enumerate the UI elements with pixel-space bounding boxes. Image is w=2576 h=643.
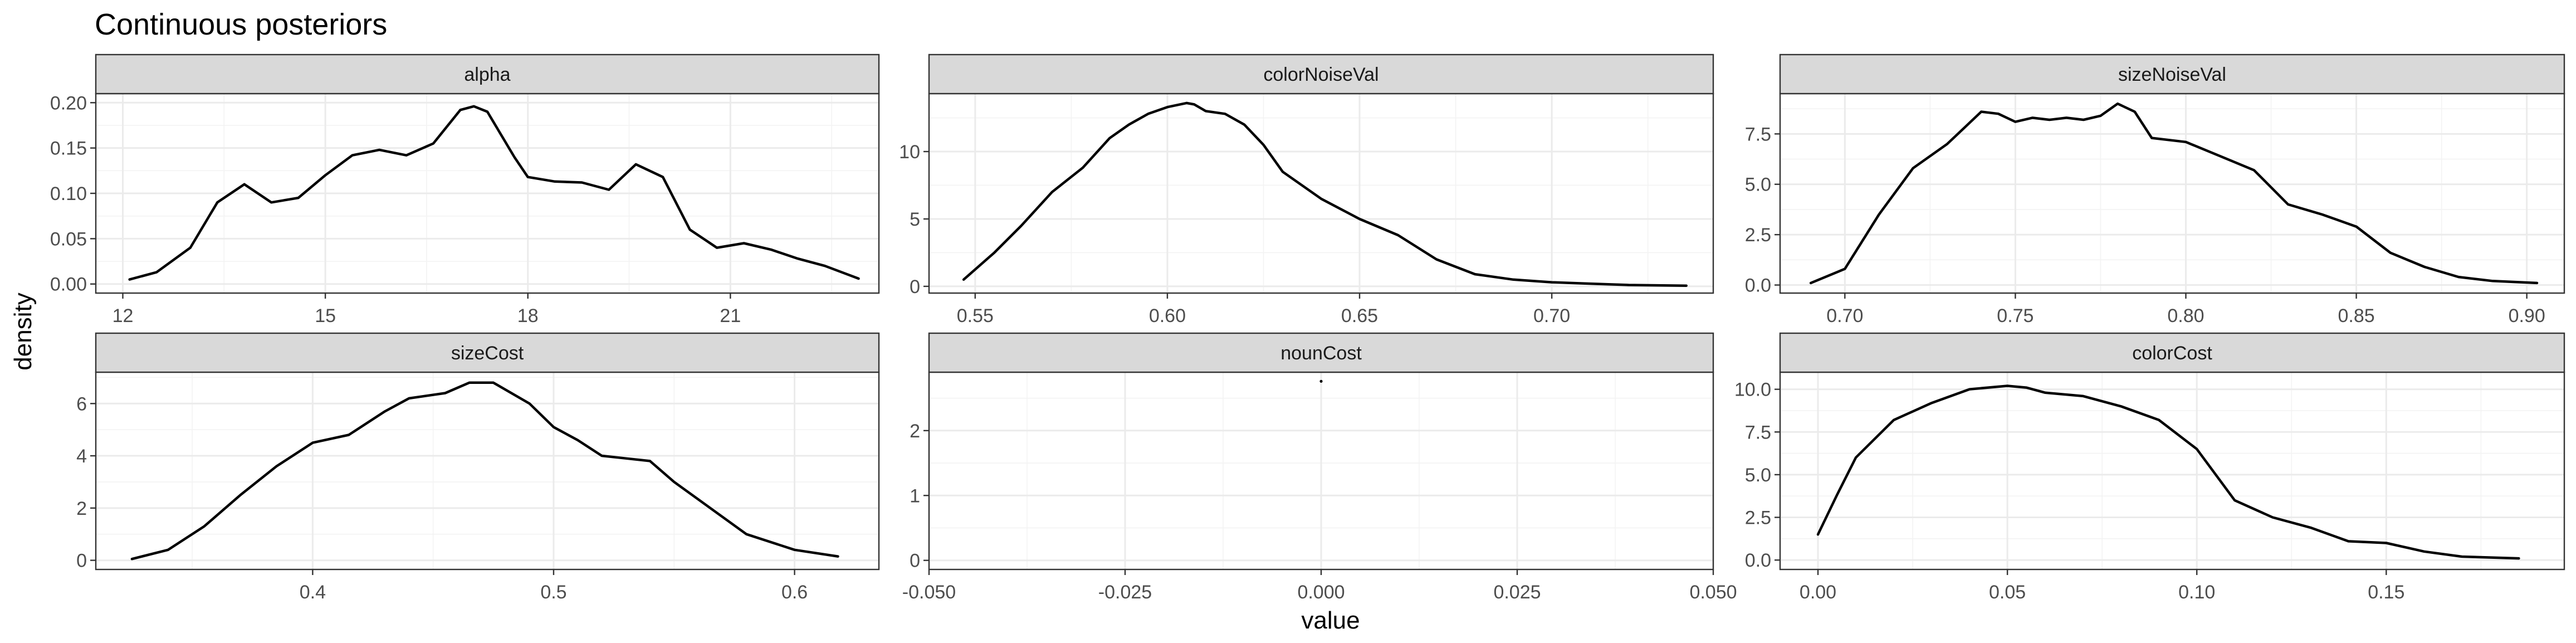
x-tick-label: 0.65 — [1341, 305, 1378, 327]
y-tick-label: 2.5 — [1745, 225, 1771, 246]
y-tick-label: 0.0 — [1745, 275, 1771, 296]
x-tick-label: 0.55 — [957, 305, 994, 327]
facet-strip — [928, 332, 1714, 373]
facet-strip — [95, 53, 880, 95]
density-curve-alpha — [128, 105, 860, 281]
x-tick-label: 0.5 — [540, 582, 566, 603]
facet-strip-label: alpha — [464, 64, 510, 85]
density-curve-colorCost — [1816, 384, 2520, 560]
x-tick-label: 0.4 — [300, 582, 326, 603]
facet-strip — [1779, 53, 2565, 95]
y-tick-label: 7.5 — [1745, 422, 1771, 443]
x-tick-label: 15 — [315, 305, 336, 327]
panel-background — [1780, 372, 2564, 569]
panel-background — [96, 372, 879, 569]
y-tick-label: 4 — [76, 446, 87, 467]
y-tick-label: 0 — [76, 551, 87, 572]
x-tick-label: -0.025 — [1098, 582, 1152, 603]
x-tick-label: 0.90 — [2509, 305, 2545, 327]
y-tick-label: 10.0 — [1734, 379, 1771, 401]
x-tick-label: 0.00 — [1800, 582, 1836, 603]
facet-strip-label: sizeNoiseVal — [2118, 64, 2226, 85]
facet-strip-label: nounCost — [1280, 343, 1362, 364]
y-tick-label: 0.10 — [50, 183, 87, 204]
x-tick-label: 21 — [720, 305, 741, 327]
y-tick-label: 2.5 — [1745, 508, 1771, 529]
panel-colorCost: colorCost 0.00 0.05 0.10 0.15 0.0 2.5 5.0 7.5 10.… — [1734, 332, 2565, 603]
facet-strip-label: colorNoiseVal — [1263, 64, 1379, 85]
density-point-nounCost — [1319, 379, 1323, 383]
y-tick-label: 0.20 — [50, 92, 87, 114]
y-tick-label: 2 — [910, 421, 920, 442]
x-tick-label: -0.050 — [902, 582, 956, 603]
y-tick-label: 0.05 — [50, 228, 87, 250]
x-tick-label: 0.6 — [781, 582, 808, 603]
x-tick-label: 0.05 — [1989, 582, 2026, 603]
y-tick-label: 0.15 — [50, 138, 87, 159]
panel-sizeNoiseVal: sizeNoiseVal 0.70 0.75 0.80 0.85 0.90 0.0 2.5 5.… — [1745, 53, 2565, 327]
y-tick-label: 0.00 — [50, 274, 87, 295]
x-tick-label: 0.000 — [1297, 582, 1345, 603]
x-tick-label: 0.15 — [2368, 582, 2404, 603]
facet-strip-label: colorCost — [2132, 343, 2212, 364]
x-tick-label: 0.70 — [1533, 305, 1570, 327]
y-tick-label: 2 — [76, 498, 87, 519]
y-tick-label: 1 — [910, 485, 920, 506]
x-axis-title: value — [1301, 607, 1360, 634]
facet-strip — [95, 332, 880, 373]
y-tick-label: 0 — [910, 551, 920, 572]
y-tick-label: 5.0 — [1745, 174, 1771, 196]
y-tick-label: 0.0 — [1745, 550, 1771, 571]
x-tick-label: 18 — [517, 305, 539, 327]
panel-colorNoiseVal: colorNoiseVal 0.55 0.60 0.65 0.70 0 5 10 — [899, 53, 1714, 327]
facet-strip — [1779, 332, 2565, 373]
x-tick-label: 0.60 — [1149, 305, 1186, 327]
x-tick-label: 0.10 — [2178, 582, 2215, 603]
y-tick-label: 6 — [76, 393, 87, 415]
facet-strip — [928, 53, 1714, 95]
y-tick-label: 10 — [899, 142, 920, 163]
x-tick-label: 0.70 — [1826, 305, 1863, 327]
density-curve-colorNoiseVal — [962, 101, 1688, 287]
x-tick-label: 0.025 — [1493, 582, 1541, 603]
panel-nounCost: nounCost -0.050 -0.025 0.000 0.025 0.050 0 1 2 — [902, 332, 1737, 603]
density-curve-sizeCost — [130, 381, 839, 561]
y-tick-label: 5 — [910, 209, 920, 230]
facet-strip-label: sizeCost — [451, 343, 524, 364]
y-axis-title: density — [9, 293, 37, 370]
chart-title: Continuous posteriors — [95, 8, 387, 41]
panel-sizeCost: sizeCost 0.4 0.5 0.6 0 2 4 6 — [76, 332, 880, 603]
x-tick-label: 0.75 — [1997, 305, 2034, 327]
x-tick-label: 0.050 — [1689, 582, 1737, 603]
y-tick-label: 7.5 — [1745, 124, 1771, 145]
y-tick-label: 5.0 — [1745, 465, 1771, 486]
x-tick-label: 0.85 — [2338, 305, 2374, 327]
panel-background — [929, 94, 1713, 293]
x-tick-label: 0.80 — [2167, 305, 2204, 327]
x-tick-label: 12 — [113, 305, 134, 327]
density-curve-sizeNoiseVal — [1809, 102, 2539, 285]
panel-alpha: alpha 12 15 18 21 0.00 0.05 0.10 0.15 0.20 — [50, 53, 880, 327]
y-tick-label: 0 — [910, 276, 920, 298]
panel-background — [1780, 94, 2564, 293]
